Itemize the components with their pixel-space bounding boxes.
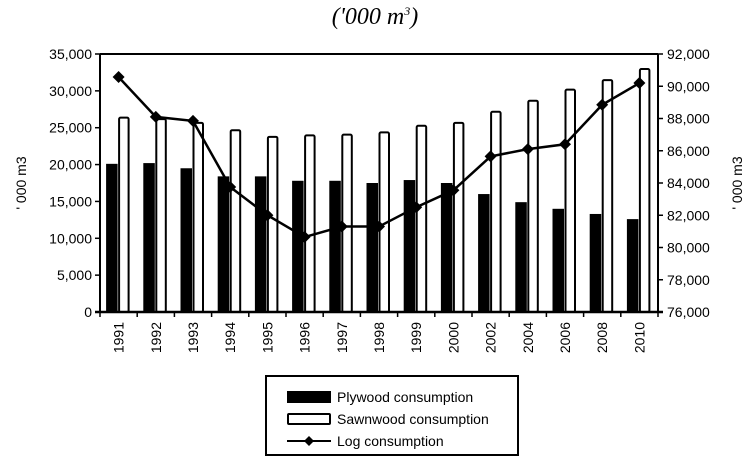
x-axis-tick-label: 2006 bbox=[557, 322, 573, 353]
x-axis-tick-label: 1991 bbox=[111, 322, 127, 353]
axes-layer: 0 5,000 10,000 15,000 20,000 25,000 30,000 35,0… bbox=[49, 46, 710, 353]
plywood-bar bbox=[552, 208, 564, 312]
left-axis-tick-label: 10,000 bbox=[49, 230, 92, 246]
log-marker bbox=[447, 184, 460, 197]
plywood-bar bbox=[366, 183, 378, 312]
x-axis-tick-label: 1994 bbox=[222, 322, 238, 353]
log-marker bbox=[484, 150, 497, 163]
legend-item-sawnwood: Sawnwood consumption bbox=[287, 409, 489, 429]
x-axis-tick-label: 1995 bbox=[259, 322, 275, 353]
plywood-bar bbox=[515, 202, 527, 312]
line-layer bbox=[112, 71, 646, 244]
x-axis-tick-label: 1996 bbox=[297, 322, 313, 353]
right-axis-tick-label: 78,000 bbox=[667, 272, 710, 288]
x-axis-tick-label: 1998 bbox=[371, 322, 387, 353]
log-marker bbox=[633, 77, 646, 90]
right-axis-tick-label: 76,000 bbox=[667, 304, 710, 320]
left-axis-tick-label: 15,000 bbox=[49, 193, 92, 209]
x-axis-tick-label: 2000 bbox=[445, 322, 461, 353]
sawnwood-bar bbox=[490, 110, 502, 314]
log-marker bbox=[596, 98, 609, 111]
x-axis-tick-label: 1993 bbox=[185, 322, 201, 353]
plywood-bar bbox=[440, 183, 453, 312]
legend-item-log: Log consumption bbox=[287, 431, 444, 451]
log-marker bbox=[521, 143, 534, 156]
x-axis-tick-label: 2010 bbox=[631, 322, 647, 353]
legend-label: Sawnwood consumption bbox=[337, 411, 489, 427]
sawnwood-bar bbox=[638, 68, 651, 314]
left-axis-tick-label: 0 bbox=[84, 304, 92, 320]
right-axis-tick-label: 86,000 bbox=[667, 143, 710, 159]
plywood-bar bbox=[180, 168, 192, 312]
plywood-bar bbox=[143, 163, 155, 312]
left-axis-tick-label: 35,000 bbox=[49, 46, 92, 62]
log-marker bbox=[373, 220, 385, 233]
left-axis-tick-label: 30,000 bbox=[49, 83, 92, 99]
plywood-bar bbox=[254, 176, 267, 312]
log-marker bbox=[112, 71, 125, 84]
log-marker bbox=[149, 110, 162, 123]
chart-title: ('000 m3) bbox=[0, 4, 750, 31]
x-axis-tick-label: 2002 bbox=[483, 322, 499, 353]
right-axis-tick-label: 90,000 bbox=[667, 78, 710, 94]
right-axis-tick-label: 82,000 bbox=[667, 207, 710, 223]
x-axis-tick-label: 2004 bbox=[520, 322, 536, 353]
plywood-bar bbox=[626, 219, 639, 312]
left-axis-tick-label: 25,000 bbox=[49, 120, 92, 136]
sawnwood-bar bbox=[452, 121, 465, 314]
plywood-bar bbox=[217, 176, 230, 312]
plywood-bar bbox=[292, 180, 304, 312]
log-marker bbox=[187, 114, 199, 127]
left-axis-tick-label: 5,000 bbox=[57, 267, 92, 283]
title-superscript: 3 bbox=[404, 4, 411, 18]
sawnwood-bar bbox=[415, 124, 428, 313]
right-axis-tick-label: 80,000 bbox=[667, 240, 710, 256]
sawnwood-bar bbox=[118, 116, 130, 313]
sawnwood-bar bbox=[155, 118, 167, 314]
log-marker bbox=[559, 138, 571, 151]
log-marker bbox=[410, 201, 423, 214]
sawnwood-bar bbox=[192, 121, 204, 314]
sawnwood-bar bbox=[229, 129, 242, 313]
plywood-bar bbox=[478, 194, 490, 312]
sawnwood-bar bbox=[266, 135, 279, 313]
plywood-bar bbox=[589, 213, 602, 312]
sawnwood-bar bbox=[601, 79, 614, 314]
title-text: ('000 m bbox=[331, 4, 405, 30]
right-axis-title: ' 000 m3 bbox=[729, 156, 745, 209]
plywood-bar bbox=[403, 180, 416, 312]
x-axis-tick-label: 1999 bbox=[408, 322, 424, 353]
left-axis-tick-label: 20,000 bbox=[49, 157, 92, 173]
log-marker bbox=[335, 220, 348, 233]
x-axis-tick-label: 2008 bbox=[594, 322, 610, 353]
sawnwood-bar bbox=[564, 88, 576, 313]
legend-label: Plywood consumption bbox=[337, 389, 474, 405]
sawnwood-bar bbox=[304, 134, 316, 313]
log-line-swatch bbox=[287, 436, 331, 446]
title-close: ) bbox=[410, 4, 419, 30]
x-axis-tick-label: 1992 bbox=[148, 322, 164, 353]
legend-label: Log consumption bbox=[337, 433, 444, 449]
right-axis-tick-label: 88,000 bbox=[667, 111, 710, 127]
sawnwood-swatch bbox=[287, 413, 331, 425]
plywood-swatch bbox=[287, 391, 331, 403]
left-axis-title: ' 000 m3 bbox=[13, 156, 29, 209]
log-marker bbox=[298, 231, 311, 244]
sawnwood-bar bbox=[527, 99, 539, 314]
log-marker bbox=[261, 209, 274, 222]
plywood-bar bbox=[106, 163, 118, 312]
plywood-bar bbox=[329, 180, 341, 312]
bars-layer bbox=[106, 68, 651, 314]
right-axis-tick-label: 92,000 bbox=[667, 46, 710, 62]
log-marker bbox=[224, 181, 237, 194]
legend: Plywood consumption Sawnwood consumption… bbox=[265, 375, 519, 456]
x-axis-tick-label: 1997 bbox=[334, 322, 350, 353]
right-axis-tick-label: 84,000 bbox=[667, 175, 710, 191]
legend-item-plywood: Plywood consumption bbox=[287, 387, 473, 407]
